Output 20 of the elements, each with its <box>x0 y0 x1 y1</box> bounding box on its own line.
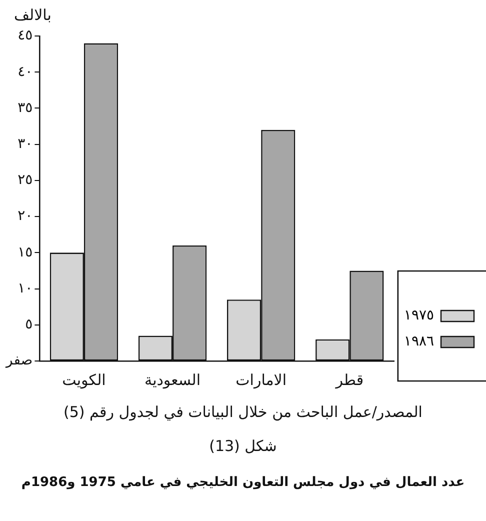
x-tick-label: الامارات <box>236 370 287 389</box>
y-tick-label: ٤٥ <box>18 28 33 44</box>
y-tick-label: ٣٠ <box>18 136 33 152</box>
legend-label: ١٩٨٦ <box>404 334 434 350</box>
y-tick-label: ٥ <box>25 316 33 333</box>
x-tick-label: السعودية <box>144 370 201 389</box>
x-tick-label: الكويت <box>62 370 106 389</box>
text: شكل (13) <box>208 436 278 457</box>
y-tick-label: ١٠ <box>18 280 33 296</box>
y-tick-label: صفر <box>4 352 33 369</box>
text: عدد العمال في دول مجلس التعاون الخليجي في عامي 1975 و1986م <box>20 475 466 490</box>
text: المصدر/عمل الباحث من خلال البيانات في لجدول رقم (5) <box>62 402 424 423</box>
x-tick-label: قطر <box>334 370 364 389</box>
y-tick-label: ٢٥ <box>18 172 33 188</box>
legend-label: ١٩٧٥ <box>404 308 434 324</box>
y-tick-label: ٢٠ <box>18 208 33 224</box>
y-tick-label: ٣٥ <box>18 100 33 116</box>
y-tick-label: ٤٠ <box>18 64 33 80</box>
y-axis-title: بالالف <box>14 6 52 24</box>
y-tick-label: ١٥ <box>18 244 33 260</box>
